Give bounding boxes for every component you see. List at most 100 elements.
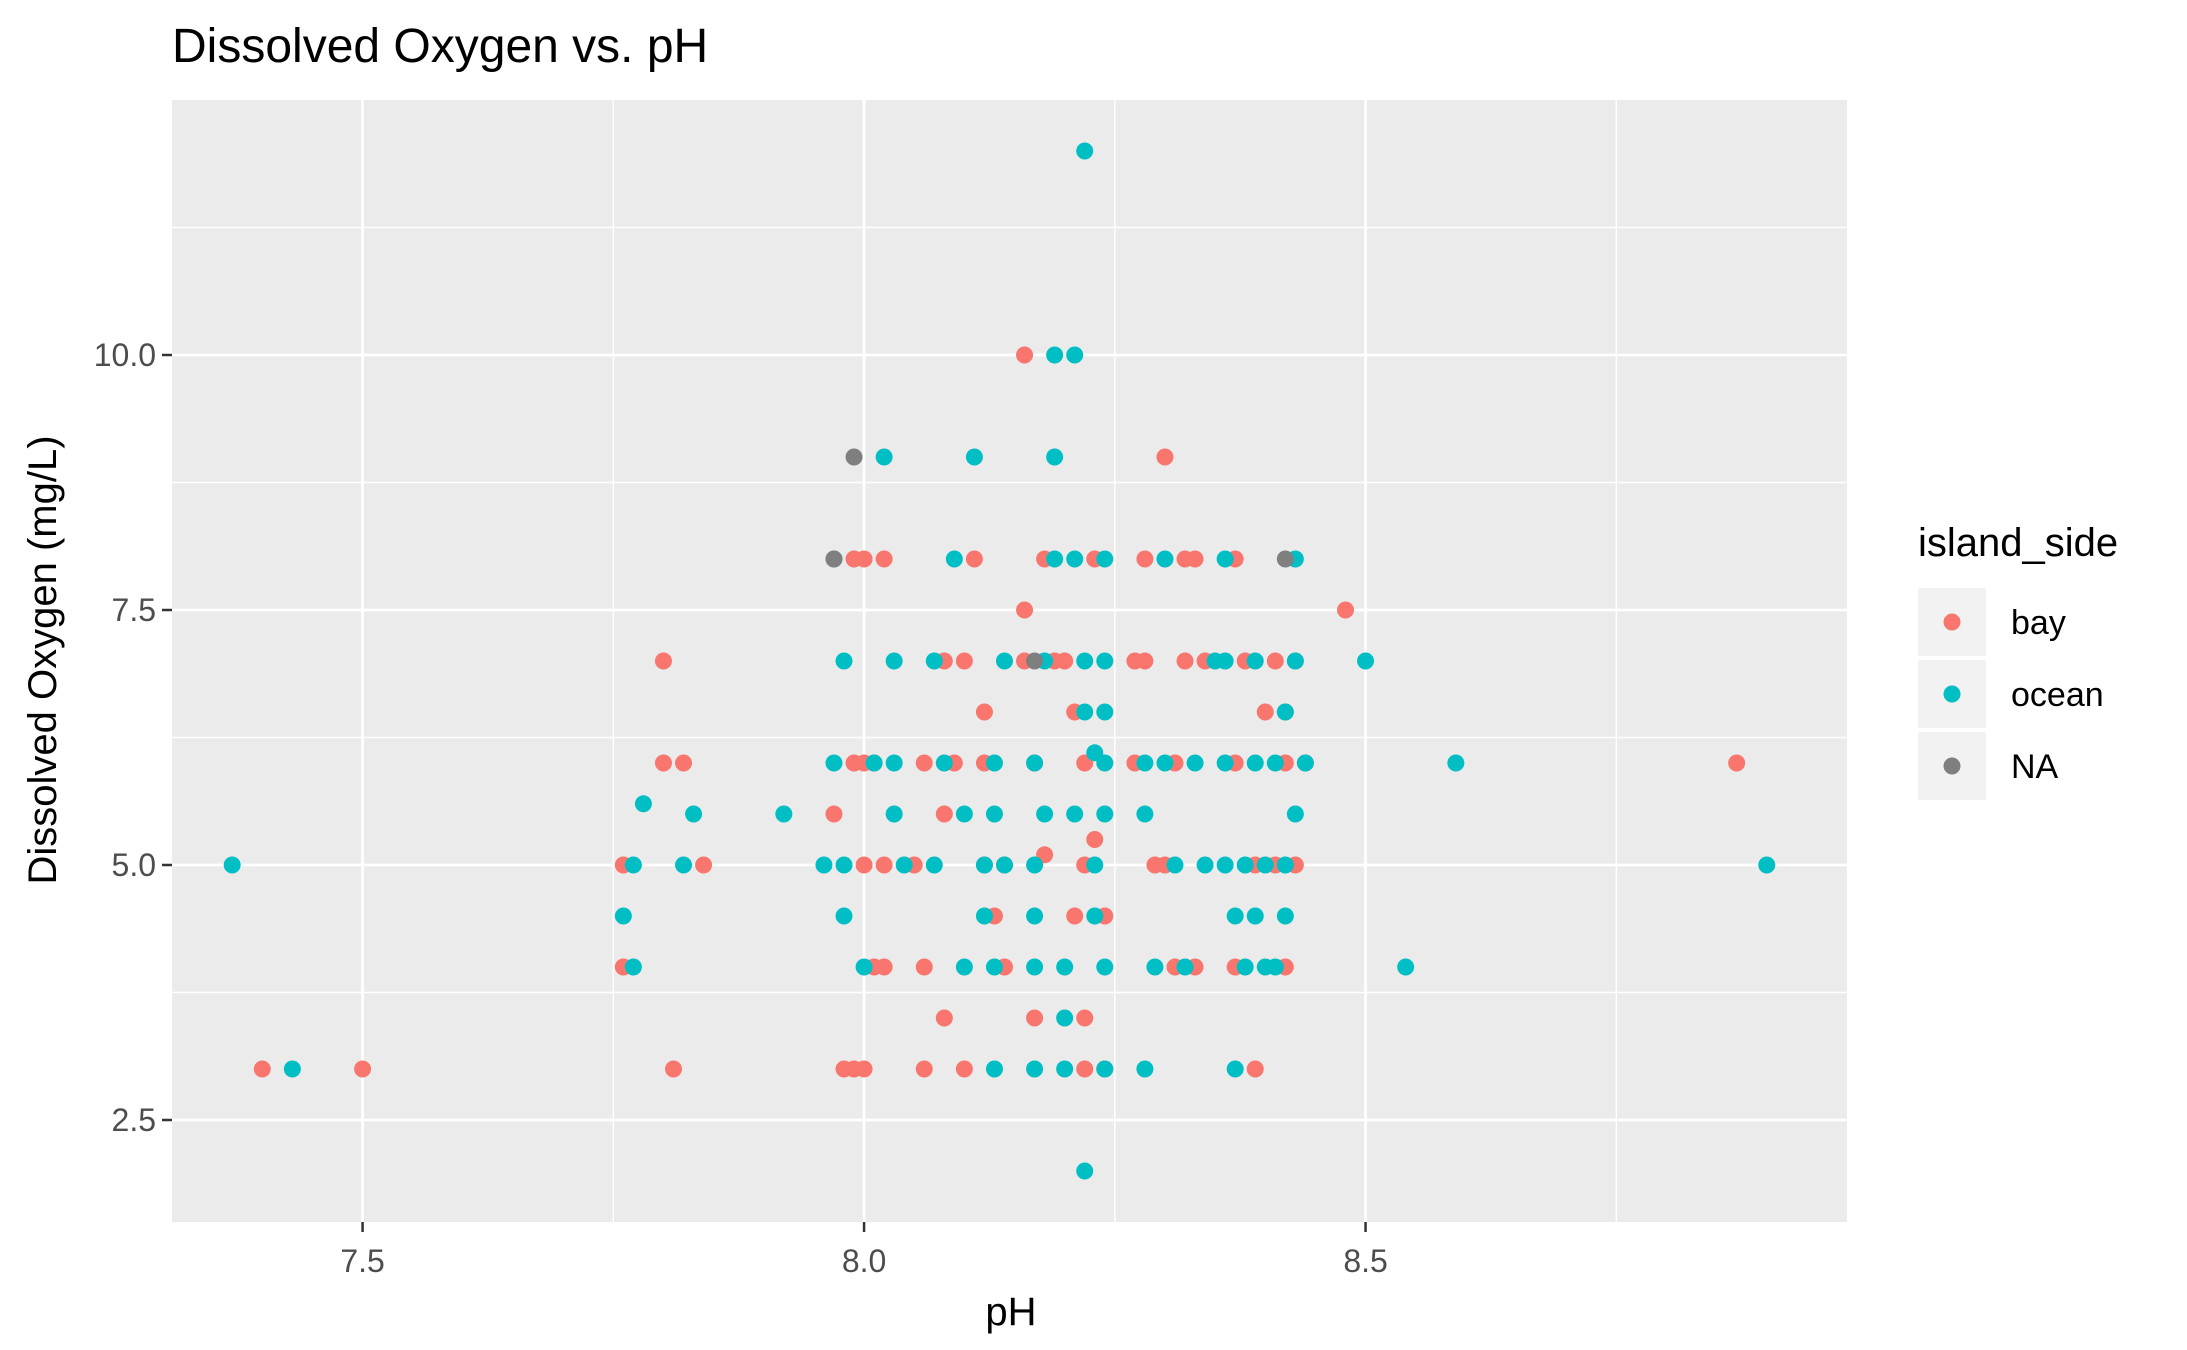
point-ocean	[1236, 856, 1254, 874]
point-ocean	[1096, 805, 1114, 823]
point-ocean	[1256, 856, 1274, 874]
point-ocean	[775, 805, 793, 823]
point-ocean	[1226, 1060, 1244, 1078]
point-bay	[1066, 907, 1084, 925]
point-bay	[1266, 652, 1284, 670]
point-bay	[825, 805, 843, 823]
point-ocean	[1166, 856, 1184, 874]
x-tick-label: 8.5	[1343, 1243, 1387, 1279]
point-bay	[915, 958, 933, 976]
legend-swatch-na	[1943, 757, 1961, 775]
point-ocean	[1216, 856, 1234, 874]
point-bay	[1016, 346, 1034, 364]
point-bay	[975, 703, 993, 721]
point-ocean	[1357, 652, 1375, 670]
point-bay	[875, 856, 893, 874]
legend-label-bay: bay	[2011, 604, 2066, 642]
point-ocean	[895, 856, 913, 874]
point-bay	[935, 1009, 953, 1027]
point-ocean	[855, 958, 873, 976]
x-axis-title: pH	[985, 1290, 1036, 1334]
point-ocean	[1076, 142, 1094, 160]
point-ocean	[1076, 703, 1094, 721]
point-ocean	[1096, 958, 1114, 976]
point-ocean	[925, 652, 943, 670]
point-ocean	[1096, 703, 1114, 721]
point-ocean	[1136, 754, 1154, 772]
point-bay	[955, 652, 973, 670]
point-bay	[1136, 550, 1154, 568]
point-ocean	[223, 856, 241, 874]
point-ocean	[1086, 856, 1104, 874]
point-ocean	[885, 805, 903, 823]
y-axis-title: Dissolved Oxygen (mg/L)	[21, 435, 65, 884]
point-bay	[1076, 1060, 1094, 1078]
point-ocean	[1286, 652, 1304, 670]
point-bay	[915, 754, 933, 772]
point-bay	[1136, 652, 1154, 670]
point-ocean	[1276, 703, 1294, 721]
point-ocean	[1186, 754, 1204, 772]
legend-title: island_side	[1918, 521, 2118, 565]
point-ocean	[614, 907, 632, 925]
point-na	[1276, 550, 1294, 568]
point-bay	[664, 1060, 682, 1078]
point-bay	[253, 1060, 271, 1078]
legend: island_side bay ocean NA	[1918, 521, 2118, 800]
point-ocean	[1276, 907, 1294, 925]
point-ocean	[885, 754, 903, 772]
point-ocean	[685, 805, 703, 823]
point-ocean	[925, 856, 943, 874]
point-bay	[1086, 831, 1104, 848]
point-ocean	[1176, 958, 1194, 976]
point-ocean	[945, 550, 963, 568]
point-bay	[654, 652, 672, 670]
y-tick-label: 2.5	[112, 1102, 156, 1138]
point-bay	[1056, 652, 1074, 670]
point-bay	[1256, 703, 1274, 721]
point-bay	[1026, 1009, 1044, 1027]
point-bay	[354, 1060, 372, 1078]
point-ocean	[1156, 550, 1174, 568]
point-ocean	[885, 652, 903, 670]
point-bay	[875, 958, 893, 976]
point-ocean	[815, 856, 833, 874]
legend-label-na: NA	[2011, 748, 2059, 786]
point-ocean	[835, 856, 853, 874]
point-ocean	[1026, 1060, 1044, 1078]
chart-title: Dissolved Oxygen vs. pH	[172, 20, 708, 73]
point-ocean	[835, 652, 853, 670]
point-bay	[1016, 601, 1034, 619]
y-tick-label: 10.0	[94, 337, 156, 373]
point-ocean	[985, 958, 1003, 976]
point-ocean	[1266, 958, 1284, 976]
point-ocean	[624, 958, 642, 976]
point-ocean	[1216, 550, 1234, 568]
point-ocean	[1296, 754, 1314, 772]
point-ocean	[1226, 907, 1244, 925]
point-ocean	[1076, 1162, 1094, 1180]
point-ocean	[1236, 958, 1254, 976]
point-ocean	[825, 754, 843, 772]
y-tick-label: 5.0	[112, 847, 156, 883]
point-bay	[875, 550, 893, 568]
point-bay	[1186, 550, 1204, 568]
point-ocean	[1026, 907, 1044, 925]
point-na	[825, 550, 843, 568]
point-ocean	[1046, 346, 1064, 364]
point-ocean	[1216, 652, 1234, 670]
y-axis: 2.5 5.0 7.5 10.0	[94, 337, 172, 1138]
point-ocean	[1096, 754, 1114, 772]
point-ocean	[1026, 958, 1044, 976]
point-bay	[935, 805, 953, 823]
point-ocean	[1196, 856, 1214, 874]
minor-gridlines	[172, 100, 1847, 1222]
point-ocean	[1276, 856, 1294, 874]
point-bay	[1337, 601, 1355, 619]
point-ocean	[975, 856, 993, 874]
point-na	[1026, 652, 1044, 670]
point-ocean	[985, 805, 1003, 823]
data-points	[223, 142, 1776, 1180]
point-bay	[965, 550, 983, 568]
